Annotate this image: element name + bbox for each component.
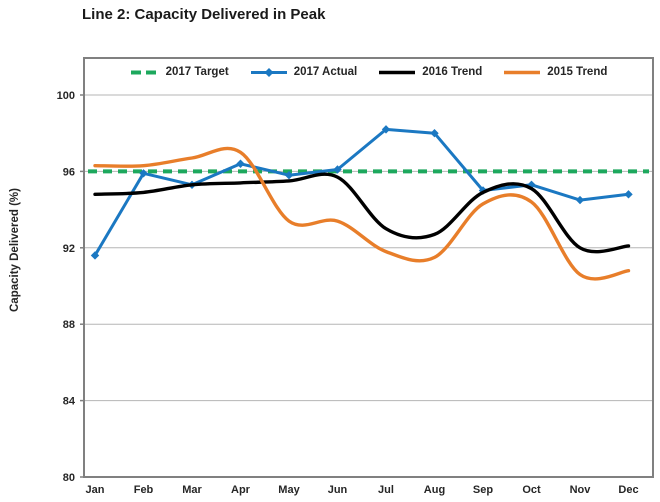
series-2017-actual-marker — [624, 190, 633, 199]
series-2017-actual-marker — [236, 159, 245, 168]
x-tick-label-apr: Apr — [231, 484, 251, 496]
series-2017-actual-marker — [575, 195, 585, 205]
x-tick-label-nov: Nov — [570, 484, 592, 496]
legend-item-2017-target: 2017 Target — [130, 66, 229, 78]
series-2017-actual-marker — [284, 171, 294, 180]
y-tick-label: 92 — [63, 243, 75, 255]
legend-label-2016-trend: 2016 Trend — [422, 66, 483, 78]
y-tick-label: 96 — [63, 166, 75, 178]
x-tick-label-jul: Jul — [378, 484, 394, 496]
legend-label-2017-actual: 2017 Actual — [293, 66, 358, 78]
x-tick-label-jan: Jan — [86, 484, 105, 496]
y-tick-label: 84 — [63, 396, 76, 408]
legend-label-2015-trend: 2015 Trend — [547, 66, 608, 78]
chart-legend: 2017 Target 2017 Actual 2016 Trend 2015 … — [84, 66, 653, 78]
x-tick-label-mar: Mar — [182, 484, 202, 496]
legend-label-2017-target: 2017 Target — [165, 66, 229, 78]
series-2017-actual-marker — [430, 129, 439, 138]
x-tick-label-oct: Oct — [522, 484, 541, 496]
series-2017-actual-marker — [381, 125, 391, 134]
x-tick-label-dec: Dec — [618, 484, 638, 496]
legend-item-2015-trend: 2015 Trend — [503, 66, 607, 78]
x-tick-label-feb: Feb — [134, 484, 154, 496]
legend-item-2017-actual: 2017 Actual — [250, 66, 358, 78]
solid-line-swatch-icon — [503, 68, 541, 77]
series-2016-trend-line — [93, 172, 631, 254]
legend-item-2016-trend: 2016 Trend — [378, 66, 482, 78]
y-tick-label: 80 — [63, 472, 75, 484]
dashed-line-swatch-icon — [130, 68, 160, 77]
series-2017-actual-marker — [139, 169, 148, 178]
chart-title: Line 2: Capacity Delivered in Peak — [82, 6, 326, 23]
solid-line-swatch-icon — [378, 68, 416, 77]
series-2017-actual-line — [93, 127, 629, 257]
y-tick-label: 88 — [63, 319, 75, 331]
x-tick-label-jun: Jun — [328, 484, 348, 496]
line-diamond-swatch-icon — [250, 67, 288, 78]
x-tick-label-aug: Aug — [424, 484, 445, 496]
series-2015-trend-line — [93, 146, 631, 281]
x-tick-label-may: May — [278, 484, 300, 496]
series-2017-actual-marker — [90, 251, 100, 260]
series-2017-actual-marker — [478, 186, 488, 195]
y-tick-label: 100 — [57, 90, 75, 102]
series-2017-actual-marker — [333, 165, 342, 174]
x-tick-label-sep: Sep — [473, 484, 493, 496]
plot-border — [83, 57, 654, 478]
